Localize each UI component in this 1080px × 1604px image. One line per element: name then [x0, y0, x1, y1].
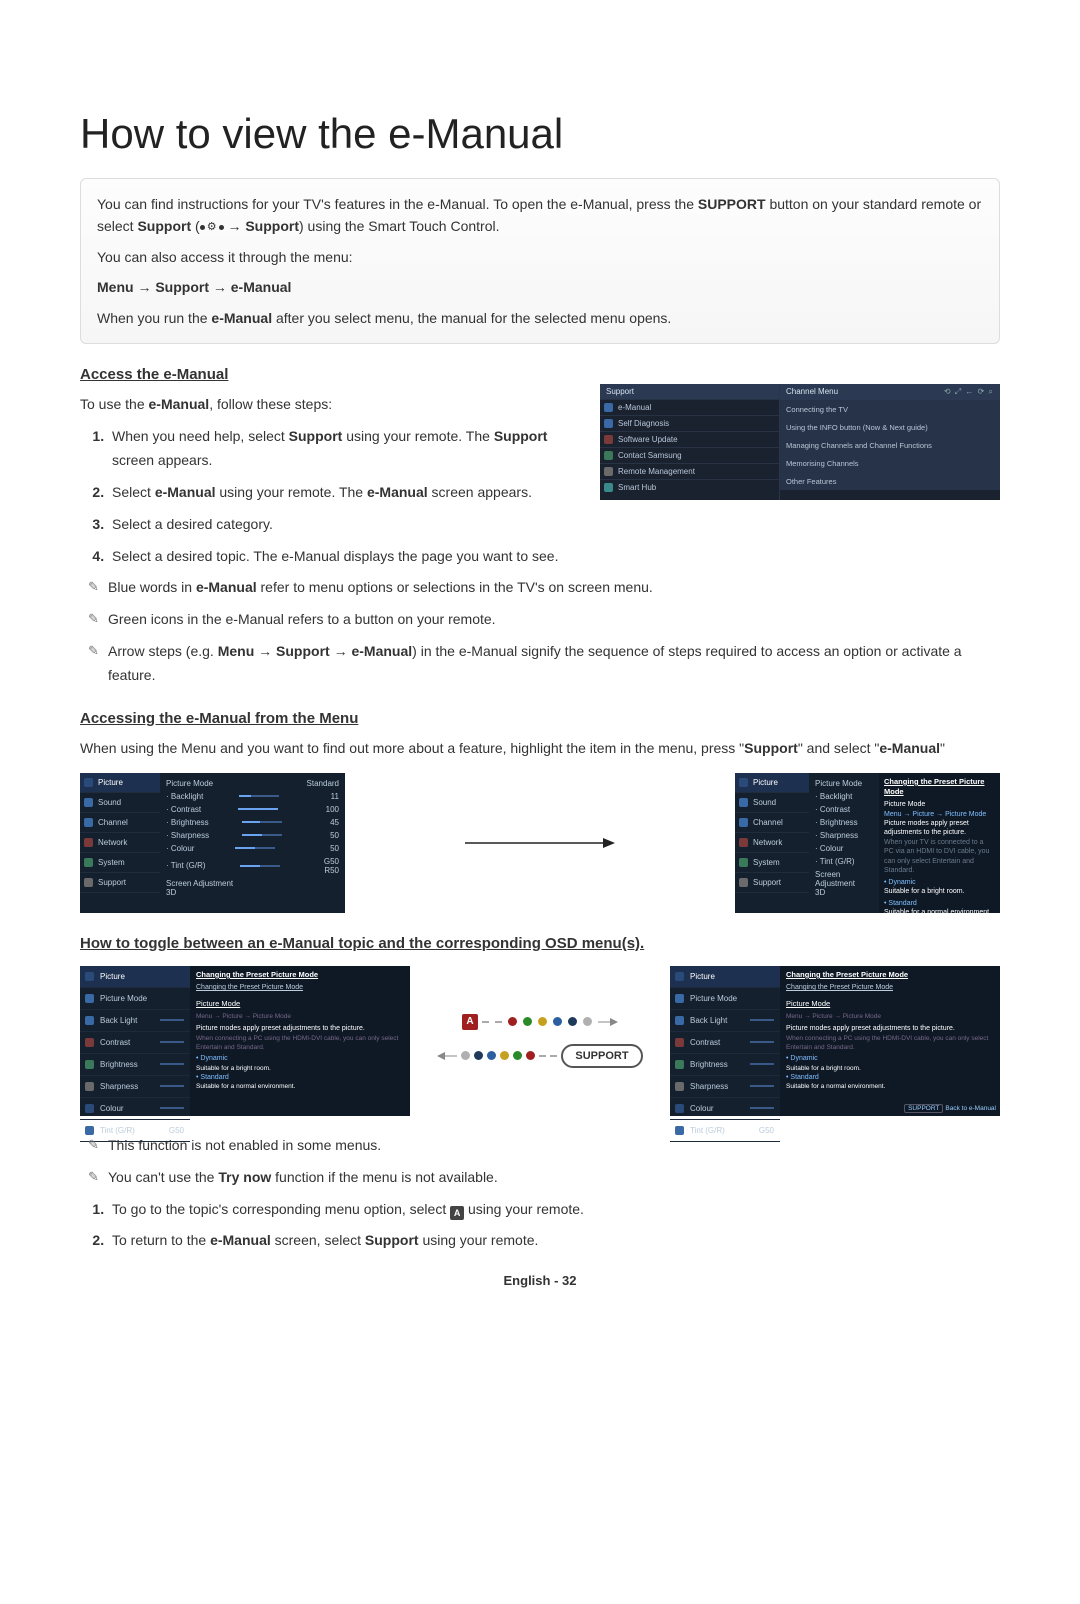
intro-p2: You can also access it through the menu:: [97, 246, 983, 268]
support-button[interactable]: SUPPORT: [561, 1044, 642, 1068]
toggle-illustration: PicturePicture ModeBack LightContrastBri…: [80, 966, 1000, 1116]
page-footer: English - 32: [80, 1273, 1000, 1288]
lead-p: To use the e-Manual, follow these steps:: [80, 393, 590, 415]
remote-more-icon: ⚙: [200, 219, 224, 237]
osd-menu-panel: PictureSoundChannelNetworkSystemSupport …: [80, 773, 345, 913]
support-button-row: SUPPORT: [437, 1044, 642, 1068]
intro-p3: When you run the e-Manual after you sele…: [97, 307, 983, 329]
access-notes: Blue words in e-Manual refer to menu opt…: [88, 576, 1000, 687]
toggle-steps: To go to the topic's corresponding menu …: [108, 1198, 1000, 1254]
section-access-heading: Access the e-Manual: [80, 366, 590, 383]
intro-box: You can find instructions for your TV's …: [80, 178, 1000, 344]
page-title: How to view the e-Manual: [80, 110, 1000, 158]
a-button-row: A: [462, 1014, 618, 1030]
section-menu-heading: Accessing the e-Manual from the Menu: [80, 710, 1000, 727]
mini-support-screenshot: Support e-Manual Self Diagnosis Software…: [600, 384, 1000, 500]
section-toggle-heading: How to toggle between an e-Manual topic …: [80, 935, 1000, 952]
toggle-notes: This function is not enabled in some men…: [88, 1134, 1000, 1190]
toggle-right-panel: PicturePicture ModeBack LightContrastBri…: [670, 966, 1000, 1116]
emanual-panel: PictureSoundChannelNetworkSystemSupport …: [735, 773, 1000, 913]
a-badge-icon: A: [462, 1014, 478, 1030]
toggle-left-panel: PicturePicture ModeBack LightContrastBri…: [80, 966, 410, 1116]
menu-to-emanual-illustration: PictureSoundChannelNetworkSystemSupport …: [80, 773, 1000, 913]
intro-p1: You can find instructions for your TV's …: [97, 193, 983, 238]
intro-menu-path: Menu → Support → e-Manual: [97, 276, 983, 298]
a-inline-icon: A: [450, 1206, 464, 1220]
access-steps: When you need help, select Support using…: [108, 425, 590, 568]
menu-p: When using the Menu and you want to find…: [80, 737, 1000, 759]
